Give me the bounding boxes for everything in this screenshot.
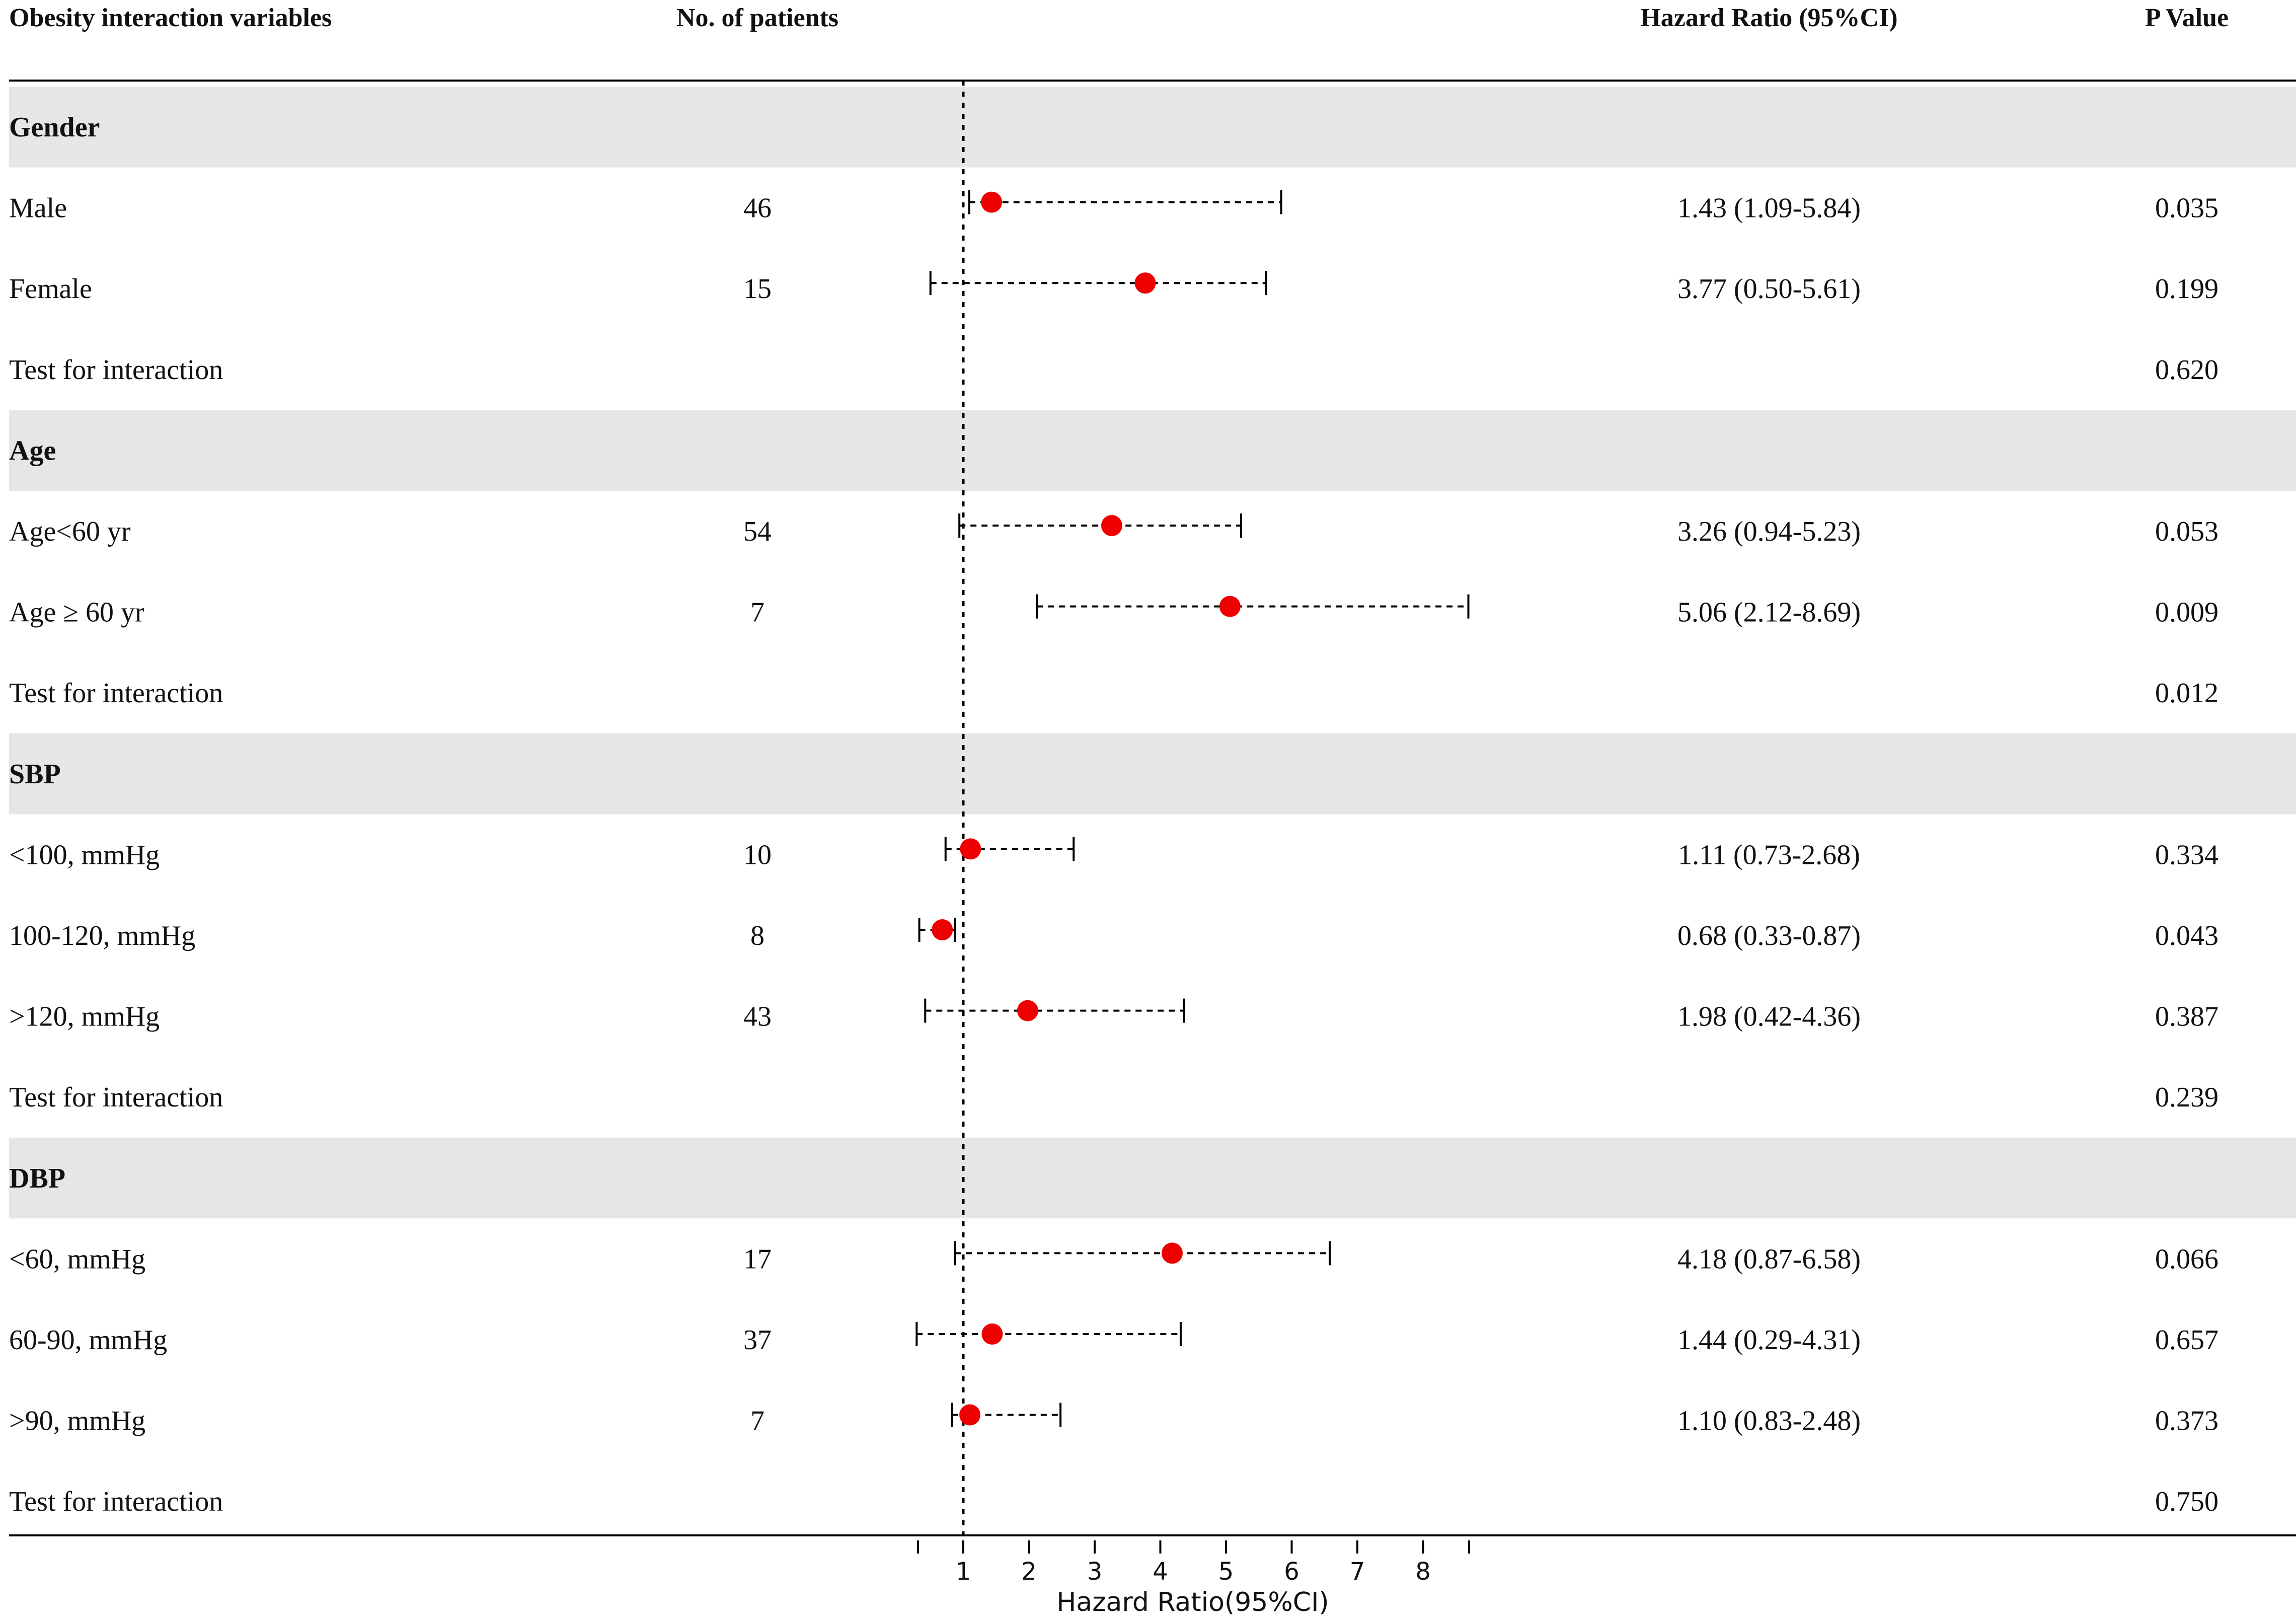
row-hazard-ratio: 1.43 (1.09-5.84)	[1677, 193, 1861, 224]
interaction-label: Test for interaction	[9, 1486, 223, 1517]
group-bands	[9, 87, 2296, 1219]
group-band	[9, 1137, 2296, 1219]
row-patients: 43	[743, 1001, 772, 1032]
interaction-label: Test for interaction	[9, 678, 223, 709]
row-patients: 7	[750, 1406, 764, 1437]
row-hazard-ratio: 1.11 (0.73-2.68)	[1678, 839, 1860, 870]
hr-point	[1219, 596, 1241, 617]
row-patients: 15	[743, 273, 772, 305]
row-hazard-ratio: 1.98 (0.42-4.36)	[1677, 1001, 1861, 1032]
x-axis: 1 2 3 4 5 6 7 8	[916, 1540, 1470, 1586]
hr-point	[981, 191, 1003, 213]
hr-point	[981, 1323, 1003, 1345]
interaction-p-value: 0.750	[2155, 1486, 2218, 1517]
group-header: Gender	[9, 112, 100, 143]
group-band	[9, 87, 2296, 168]
ci-marks	[915, 190, 1470, 1427]
table-rows: Gender Male 46 1.43 (1.09-5.84) 0.035 Female 1…	[9, 112, 2218, 1517]
interaction-label: Test for interaction	[9, 354, 223, 386]
row-hazard-ratio: 5.06 (2.12-8.69)	[1677, 597, 1861, 628]
row-patients: 8	[750, 920, 764, 951]
row-hazard-ratio: 3.77 (0.50-5.61)	[1677, 273, 1861, 305]
x-axis-tick-label: 3	[1087, 1558, 1103, 1586]
hr-point	[1017, 1000, 1038, 1021]
header-patients: No. of patients	[676, 4, 838, 32]
row-hazard-ratio: 4.18 (0.87-6.58)	[1677, 1243, 1861, 1275]
row-p-value: 0.199	[2155, 273, 2218, 305]
row-p-value: 0.066	[2155, 1243, 2218, 1275]
header-p-value: P Value	[2145, 4, 2229, 32]
row-p-value: 0.373	[2155, 1406, 2218, 1437]
x-axis-tick-label: 6	[1284, 1558, 1299, 1586]
x-axis-tick-label: 1	[956, 1558, 971, 1586]
hr-point	[1161, 1242, 1183, 1264]
hr-point	[959, 1404, 981, 1426]
header-hr: Hazard Ratio (95%CI)	[1640, 4, 1897, 32]
row-label: Age ≥ 60 yr	[9, 597, 144, 628]
row-label: 60-90, mmHg	[9, 1324, 167, 1356]
row-patients: 17	[743, 1243, 772, 1275]
x-axis-tick-label: 7	[1350, 1558, 1365, 1586]
x-axis-tick-label: 5	[1218, 1558, 1234, 1586]
row-p-value: 0.657	[2155, 1324, 2218, 1356]
interaction-label: Test for interaction	[9, 1082, 223, 1113]
interaction-p-value: 0.012	[2155, 678, 2218, 709]
row-label: 100-120, mmHg	[9, 920, 195, 951]
row-patients: 10	[743, 839, 772, 870]
group-band	[9, 733, 2296, 815]
row-label: Age<60 yr	[9, 516, 131, 547]
row-patients: 7	[750, 597, 764, 628]
group-header: SBP	[9, 759, 61, 790]
row-label: Female	[9, 273, 92, 305]
hr-point	[1134, 272, 1156, 294]
row-p-value: 0.387	[2155, 1001, 2218, 1032]
row-p-value: 0.009	[2155, 597, 2218, 628]
row-label: <60, mmHg	[9, 1243, 145, 1275]
row-label: >90, mmHg	[9, 1406, 145, 1437]
group-band	[9, 410, 2296, 491]
hr-point	[960, 838, 981, 860]
row-p-value: 0.043	[2155, 920, 2218, 951]
row-p-value: 0.035	[2155, 193, 2218, 224]
x-axis-label: Hazard Ratio(95%CI)	[1056, 1587, 1329, 1617]
interaction-p-value: 0.239	[2155, 1082, 2218, 1113]
row-hazard-ratio: 1.44 (0.29-4.31)	[1677, 1324, 1861, 1356]
row-p-value: 0.053	[2155, 516, 2218, 547]
x-axis-tick-label: 8	[1415, 1558, 1431, 1586]
hr-point	[932, 919, 953, 940]
row-hazard-ratio: 1.10 (0.83-2.48)	[1677, 1406, 1861, 1437]
x-axis-tick-label: 4	[1153, 1558, 1168, 1586]
interaction-p-value: 0.620	[2155, 354, 2218, 386]
row-patients: 46	[743, 193, 772, 224]
group-header: DBP	[9, 1163, 65, 1194]
row-label: Male	[9, 193, 67, 224]
row-label: >120, mmHg	[9, 1001, 160, 1032]
row-patients: 54	[743, 516, 772, 547]
row-p-value: 0.334	[2155, 839, 2218, 870]
row-label: <100, mmHg	[9, 839, 160, 870]
group-header: Age	[9, 435, 56, 466]
row-hazard-ratio: 0.68 (0.33-0.87)	[1677, 920, 1861, 951]
hr-point	[1101, 515, 1122, 536]
header-variables: Obesity interaction variables	[9, 4, 332, 32]
x-axis-tick-label: 2	[1021, 1558, 1037, 1586]
row-patients: 37	[743, 1324, 772, 1356]
row-hazard-ratio: 3.26 (0.94-5.23)	[1677, 516, 1861, 547]
